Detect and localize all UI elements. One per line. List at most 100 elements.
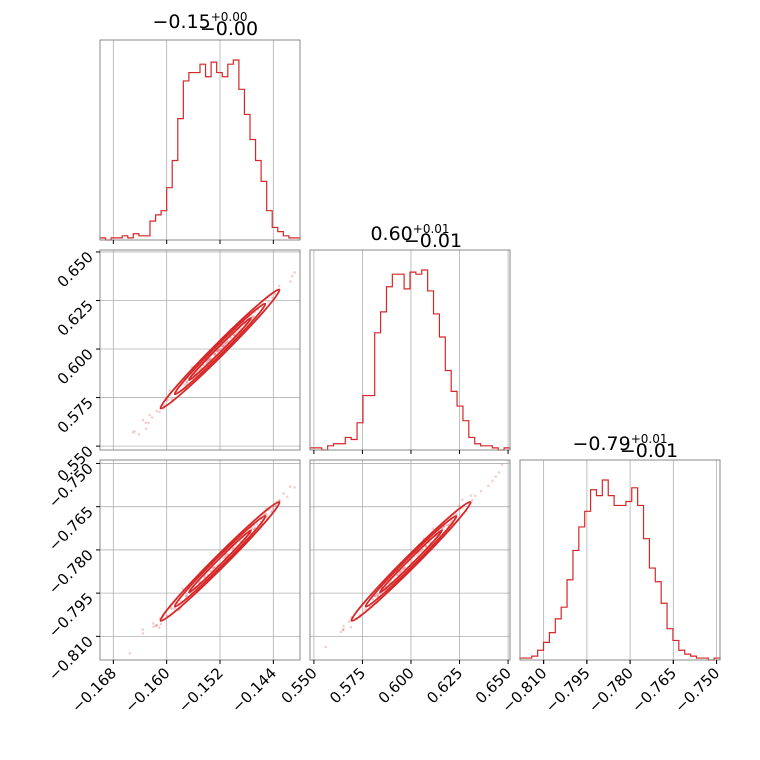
sample-point bbox=[403, 566, 406, 570]
x-tick-label: 0.550 bbox=[278, 664, 321, 707]
sample-point bbox=[457, 504, 461, 508]
sample-point bbox=[224, 341, 228, 345]
sample-point bbox=[224, 342, 227, 346]
title-var0-main: −0.15 bbox=[152, 11, 210, 33]
hist-panel-0 bbox=[99, 39, 301, 244]
sample-point bbox=[173, 607, 176, 610]
x-tick-label: 0.625 bbox=[423, 664, 466, 707]
sample-point bbox=[378, 592, 381, 596]
contour-level-2 bbox=[364, 515, 458, 608]
sample-point bbox=[264, 513, 267, 516]
sample-point bbox=[324, 645, 328, 649]
sample-point bbox=[212, 566, 215, 569]
sample-point bbox=[469, 494, 473, 497]
panel-frame bbox=[99, 459, 301, 661]
title-var1-main: 0.60 bbox=[370, 223, 412, 245]
sample-point bbox=[455, 512, 458, 516]
sample-point bbox=[183, 383, 186, 386]
sample-point bbox=[159, 622, 163, 626]
sample-point bbox=[168, 389, 171, 392]
sample-point bbox=[203, 575, 206, 578]
sample-point bbox=[150, 416, 154, 419]
sample-point bbox=[461, 498, 464, 502]
sample-point bbox=[251, 315, 254, 318]
title-var2-plus: +0.01 bbox=[631, 432, 668, 446]
sample-point bbox=[363, 608, 366, 611]
panel-frame bbox=[309, 249, 511, 451]
title-var0-minus: −0.00 bbox=[200, 18, 258, 40]
sample-point bbox=[293, 271, 297, 274]
sample-point bbox=[285, 495, 289, 499]
histogram-1 bbox=[309, 269, 511, 451]
sample-point bbox=[264, 512, 267, 516]
sample-point bbox=[265, 514, 269, 517]
sample-point bbox=[232, 546, 235, 550]
y-tick-label: −0.765 bbox=[45, 503, 97, 555]
title-var1-minus: −0.01 bbox=[404, 230, 462, 252]
title-var2: −0.79+0.01 bbox=[572, 432, 667, 455]
sample-point bbox=[479, 489, 483, 493]
sample-point bbox=[216, 350, 219, 353]
y-tick-label: 0.650 bbox=[54, 248, 97, 291]
sample-point bbox=[158, 410, 161, 414]
sample-point bbox=[185, 380, 189, 384]
scatter-panel-0-1 bbox=[99, 249, 301, 451]
sample-point bbox=[224, 554, 227, 557]
sample-point bbox=[473, 494, 477, 498]
title-var2-minus: −0.01 bbox=[620, 440, 678, 462]
panel-frame bbox=[519, 459, 721, 661]
x-tick-label: −0.750 bbox=[671, 664, 723, 716]
sample-point bbox=[446, 524, 449, 527]
sample-point bbox=[222, 556, 225, 559]
sample-point bbox=[229, 336, 233, 340]
histogram-0 bbox=[99, 59, 301, 241]
sample-point bbox=[131, 431, 135, 434]
sample-point bbox=[147, 421, 150, 425]
sample-point bbox=[213, 353, 216, 356]
sample-point bbox=[162, 403, 166, 407]
sample-point bbox=[424, 545, 428, 548]
sample-point bbox=[154, 624, 158, 627]
sample-point bbox=[471, 498, 474, 502]
x-tick-label: −0.144 bbox=[228, 664, 280, 716]
title-var2-main: −0.79 bbox=[572, 433, 630, 455]
title-var1: 0.60+0.01 bbox=[370, 222, 449, 245]
sample-point bbox=[487, 484, 490, 488]
sample-point bbox=[376, 593, 379, 596]
sample-point bbox=[144, 427, 148, 431]
sample-point bbox=[128, 652, 131, 655]
sample-point bbox=[185, 380, 189, 383]
panel-frame bbox=[309, 459, 511, 661]
sample-point bbox=[217, 349, 221, 352]
sample-point bbox=[205, 361, 208, 364]
panel-frame bbox=[99, 39, 301, 241]
sample-point bbox=[274, 503, 278, 507]
sample-point bbox=[152, 625, 155, 629]
contour-level-3 bbox=[159, 500, 281, 622]
sample-point bbox=[170, 397, 173, 401]
sample-point bbox=[293, 486, 296, 489]
sample-point bbox=[185, 592, 188, 596]
sample-point bbox=[155, 409, 158, 413]
sample-point bbox=[141, 632, 145, 635]
sample-point bbox=[271, 507, 275, 511]
sample-point bbox=[342, 628, 345, 631]
sample-point bbox=[273, 292, 277, 296]
sample-point bbox=[420, 550, 423, 553]
sample-point bbox=[155, 624, 159, 627]
y-tick-label: −0.780 bbox=[45, 546, 97, 598]
title-var0: −0.15+0.00 bbox=[152, 10, 247, 33]
scatter-panel-0-2 bbox=[99, 459, 301, 661]
sample-point bbox=[339, 630, 343, 634]
sample-point bbox=[217, 348, 220, 352]
sample-point bbox=[277, 498, 281, 502]
sample-point bbox=[157, 626, 161, 629]
sample-point bbox=[151, 621, 155, 625]
y-tick-label: 0.575 bbox=[54, 394, 97, 437]
sample-point bbox=[209, 569, 212, 573]
y-tick-label: 0.600 bbox=[54, 345, 97, 388]
y-tick-label: −0.810 bbox=[45, 633, 97, 685]
x-tick-label: −0.780 bbox=[585, 664, 637, 716]
x-tick-label: −0.765 bbox=[628, 664, 680, 716]
